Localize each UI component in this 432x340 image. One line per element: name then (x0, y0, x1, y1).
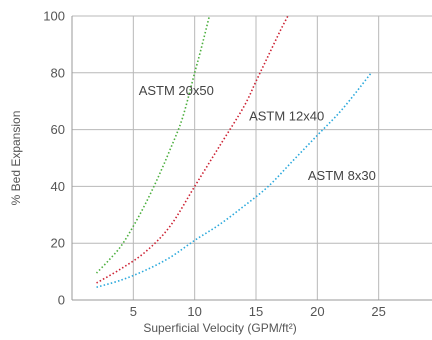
series-label: ASTM 8x30 (308, 168, 376, 183)
grid (72, 15, 432, 300)
y-tick-label: 0 (58, 293, 65, 308)
x-axis-title: Superficial Velocity (GPM/ft²) (143, 321, 296, 335)
series-line-astm-8x30 (96, 72, 372, 288)
series-line-astm-20x50 (95, 15, 211, 274)
y-tick-label: 20 (51, 236, 65, 251)
x-tick-labels: 51015202530 (130, 304, 386, 319)
x-tick-label: 10 (187, 304, 201, 319)
series-labels: ASTM 20x50 ASTM 12x40 ASTM 8x30 (139, 83, 376, 183)
series-label: ASTM 12x40 (249, 108, 324, 123)
x-tick-label: 25 (371, 304, 385, 319)
x-tick-label: 15 (249, 304, 263, 319)
x-tick-label: 5 (130, 304, 137, 319)
y-tick-label: 80 (51, 65, 65, 80)
y-tick-label: 60 (51, 122, 65, 137)
y-tick-labels: 0 20 40 60 80 100 (43, 9, 65, 308)
y-tick-label: 100 (43, 9, 65, 24)
y-axis-title: % Bed Expansion (9, 111, 23, 206)
x-tick-label: 20 (310, 304, 324, 319)
series-line-astm-12x40 (96, 15, 289, 284)
y-tick-label: 40 (51, 179, 65, 194)
series (95, 15, 372, 288)
series-label: ASTM 20x50 (139, 83, 214, 98)
